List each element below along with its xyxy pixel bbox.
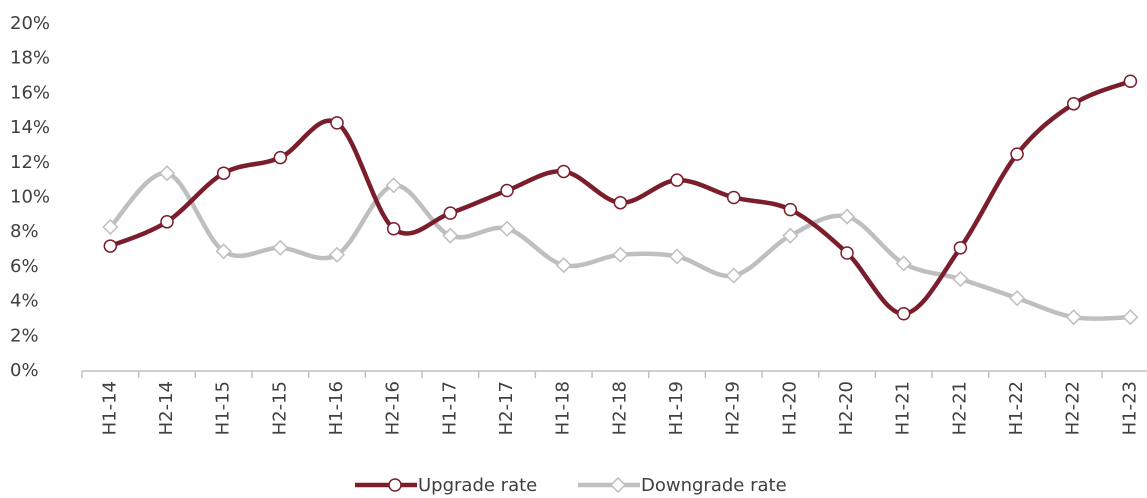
x-tick-label: H1-19 (666, 381, 687, 435)
y-tick-label: 2% (10, 325, 39, 346)
legend-label: Downgrade rate (641, 475, 787, 496)
data-point (215, 243, 232, 260)
x-tick-label: H2-22 (1063, 381, 1084, 435)
x-tick-label: H2-20 (836, 381, 857, 435)
x-tick-label: H1-22 (1006, 381, 1027, 435)
data-point (953, 241, 968, 255)
data-point (500, 183, 514, 198)
data-point (386, 221, 401, 236)
y-tick-label: 6% (10, 256, 39, 277)
series-line (108, 170, 1131, 321)
x-tick-label: H2-14 (156, 381, 177, 435)
data-point (840, 246, 854, 260)
y-tick-label: 14% (10, 117, 50, 138)
y-tick-label: 10% (10, 187, 50, 208)
data-point (328, 246, 346, 263)
data-point (556, 164, 571, 179)
data-point (555, 257, 572, 274)
legend-label: Upgrade rate (418, 475, 537, 496)
x-tick-label: H2-18 (609, 381, 630, 435)
data-point (612, 246, 629, 263)
x-tick-label: H2-16 (383, 381, 404, 435)
legend-marker (609, 476, 627, 494)
x-tick-label: H1-21 (893, 381, 914, 435)
data-point (498, 220, 516, 237)
data-point (613, 195, 628, 210)
x-tick-label: H2-17 (496, 381, 517, 435)
y-tick-label: 20% (10, 13, 50, 34)
x-tick-label: H1-23 (1119, 381, 1140, 435)
y-tick-label: 4% (10, 291, 39, 312)
data-point (272, 239, 289, 256)
data-point (896, 306, 911, 321)
legend-marker (388, 478, 402, 492)
data-point (158, 165, 176, 182)
data-point (330, 116, 344, 130)
data-point (385, 177, 402, 194)
x-tick-label: H1-15 (213, 381, 234, 435)
data-point (160, 215, 174, 229)
x-tick-label: H2-21 (949, 381, 970, 435)
data-point (216, 166, 231, 180)
data-point (726, 190, 741, 205)
x-tick-label: H1-17 (439, 381, 460, 435)
data-point (1008, 290, 1026, 307)
x-tick-label: H2-19 (723, 381, 744, 435)
data-point (102, 218, 119, 236)
y-tick-label: 0% (10, 360, 39, 381)
data-point (1122, 309, 1139, 326)
data-point (443, 206, 458, 220)
data-point (668, 248, 686, 265)
data-point (442, 227, 459, 244)
x-tick-label: H1-14 (99, 381, 120, 435)
data-point (273, 150, 288, 165)
x-tick-label: H2-15 (269, 381, 290, 435)
data-point (1010, 147, 1024, 161)
data-point (725, 267, 742, 284)
y-tick-label: 12% (10, 152, 50, 173)
x-tick-label: H1-16 (326, 381, 347, 435)
data-point (895, 255, 912, 272)
data-point (1066, 97, 1081, 111)
x-tick-label: H1-20 (779, 381, 800, 435)
data-point (103, 239, 118, 253)
data-point (838, 208, 856, 225)
data-point (1123, 74, 1138, 89)
x-tick-label: H1-18 (553, 381, 574, 435)
data-point (782, 227, 799, 244)
data-point (952, 270, 969, 288)
y-tick-label: 8% (10, 221, 39, 242)
y-tick-label: 16% (10, 82, 50, 103)
data-point (783, 202, 798, 217)
data-point (670, 173, 684, 187)
y-tick-label: 18% (10, 48, 50, 69)
data-point (1065, 309, 1082, 326)
